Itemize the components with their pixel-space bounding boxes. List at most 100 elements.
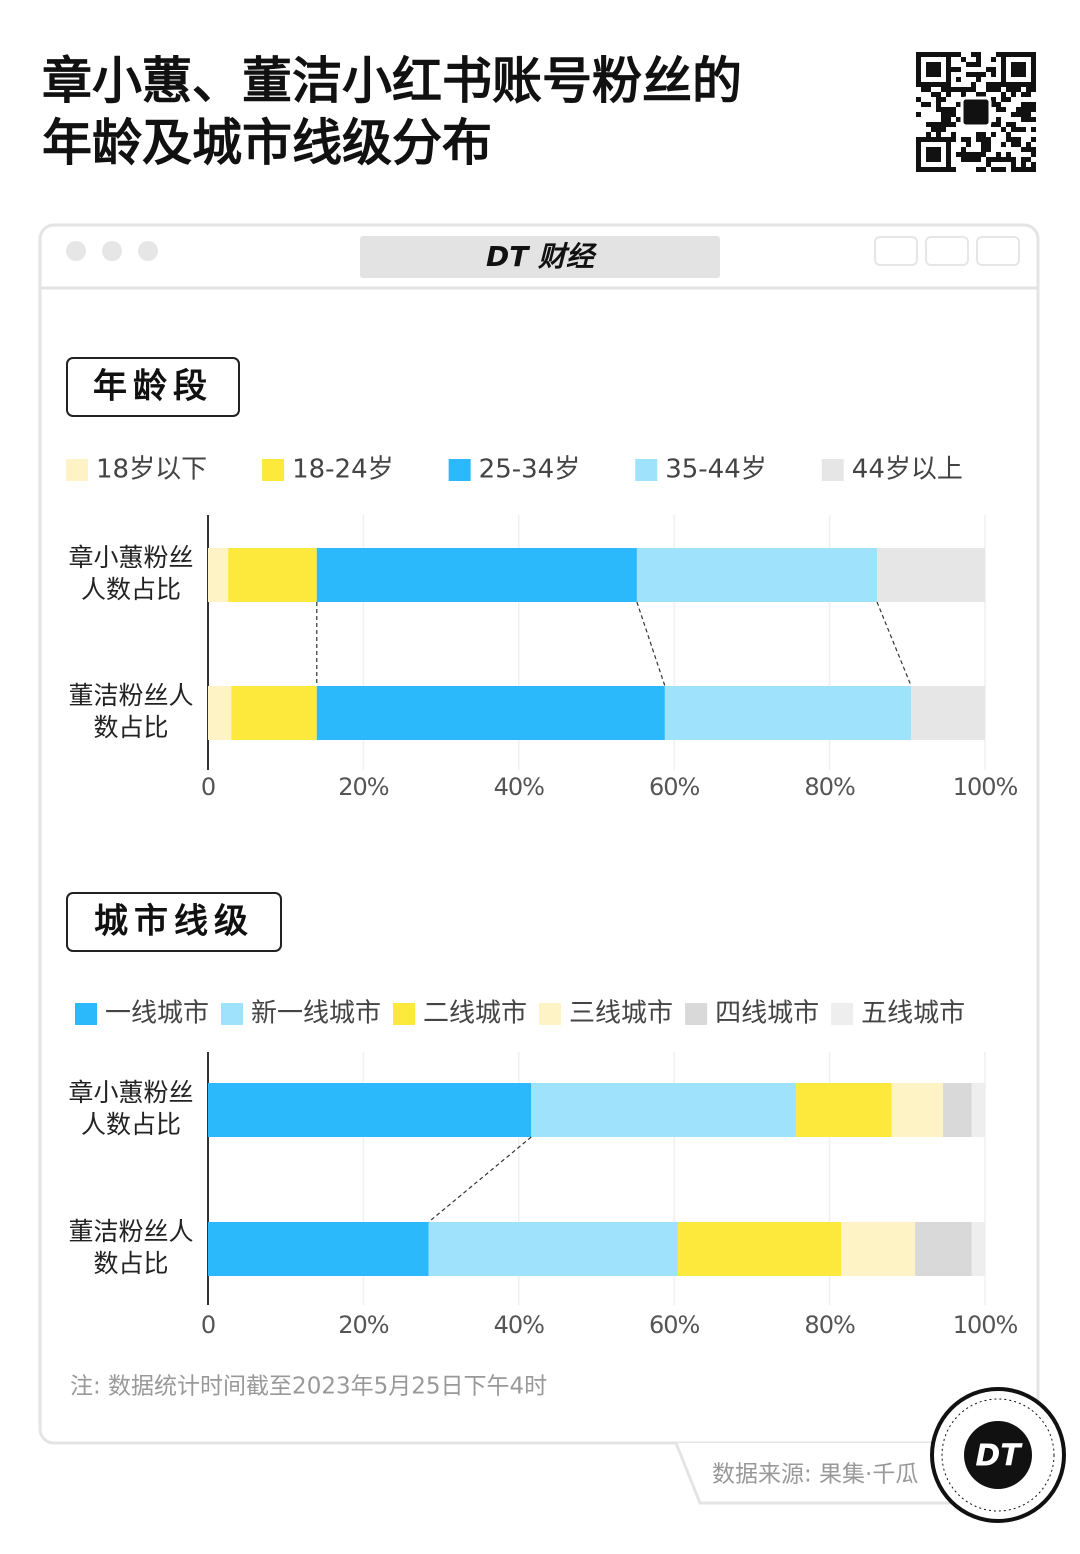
y-tick-label: 董洁粉丝人数占比 — [68, 1217, 193, 1278]
qr-finder — [926, 147, 941, 162]
legend-label: 五线城市 — [861, 999, 965, 1029]
qr-cell — [1021, 157, 1026, 162]
y-tick-line: 数占比 — [93, 1249, 168, 1278]
qr-cell — [1011, 87, 1016, 92]
qr-cell — [1031, 152, 1036, 157]
qr-cell — [996, 52, 1001, 57]
legend-swatch — [635, 459, 658, 481]
qr-cell — [1011, 112, 1016, 117]
qr-cell — [1006, 132, 1011, 137]
qr-cell — [1001, 97, 1006, 102]
qr-cell — [926, 122, 931, 127]
qr-cell — [1026, 112, 1031, 117]
qr-cell — [976, 137, 981, 142]
qr-cell — [961, 152, 966, 157]
y-tick-line: 董洁粉丝人 — [68, 1217, 193, 1246]
qr-finder — [916, 52, 951, 87]
legend-swatch — [75, 1003, 97, 1025]
qr-cell — [946, 112, 951, 117]
qr-cell — [941, 97, 946, 102]
bar-segment — [316, 548, 637, 602]
qr-cell — [976, 132, 981, 137]
qr-cell — [956, 152, 961, 157]
qr-cell — [951, 87, 956, 92]
window-button — [138, 241, 158, 261]
qr-cell — [1021, 92, 1026, 97]
qr-cell — [981, 147, 986, 152]
qr-cell — [986, 67, 991, 72]
qr-cell — [1006, 137, 1011, 142]
qr-cell — [1016, 167, 1021, 172]
x-tick-label: 60% — [649, 773, 700, 801]
bar-segment — [208, 548, 229, 602]
bar-segment — [208, 686, 232, 740]
y-tick-line: 人数占比 — [81, 1110, 181, 1139]
x-tick-label: 100% — [953, 773, 1018, 801]
qr-cell — [996, 87, 1001, 92]
qr-cell — [951, 67, 956, 72]
qr-cell — [996, 152, 1001, 157]
qr-cell — [996, 107, 1001, 112]
qr-cell — [976, 52, 981, 57]
qr-cell — [996, 157, 1001, 162]
qr-cell — [961, 147, 966, 152]
qr-cell — [941, 122, 946, 127]
qr-cell — [971, 62, 976, 67]
y-tick-label: 董洁粉丝人数占比 — [68, 681, 193, 742]
legend-label: 一线城市 — [105, 999, 209, 1029]
qr-cell — [976, 62, 981, 67]
qr-cell — [1021, 167, 1026, 172]
qr-cell — [996, 122, 1001, 127]
logo-ring — [941, 1398, 1055, 1512]
y-tick-label: 章小蕙粉丝人数占比 — [68, 543, 193, 604]
qr-cell — [966, 72, 971, 77]
qr-cell — [981, 167, 986, 172]
qr-cell — [951, 137, 956, 142]
qr-cell — [991, 157, 996, 162]
logo: DT — [975, 1439, 1023, 1474]
qr-cell — [951, 167, 956, 172]
legend-swatch — [831, 1003, 854, 1025]
qr-cell — [991, 167, 996, 172]
qr-cell — [1031, 107, 1036, 112]
qr-cell — [991, 102, 996, 107]
qr-cell — [966, 137, 971, 142]
qr-cell — [1011, 167, 1016, 172]
qr-cell — [951, 112, 956, 117]
qr-cell — [986, 157, 991, 162]
qr-cell — [1001, 127, 1006, 132]
connector — [876, 601, 912, 687]
qr-cell — [946, 87, 951, 92]
qr-cell — [946, 92, 951, 97]
qr-cell — [1016, 107, 1021, 112]
address-bar — [360, 236, 720, 278]
qr-cell — [976, 77, 981, 82]
qr-cell — [936, 107, 941, 112]
qr-cell — [946, 117, 951, 122]
qr-cell — [1021, 117, 1026, 122]
qr-cell — [1031, 162, 1036, 167]
qr-cell — [991, 67, 996, 72]
bar-segment — [841, 1222, 916, 1276]
qr-cell — [1006, 97, 1011, 102]
qr-cell — [971, 87, 976, 92]
bar-segment — [228, 548, 317, 602]
qr-cell — [986, 162, 991, 167]
y-tick-line: 董洁粉丝人 — [68, 681, 193, 710]
title: 章小蕙、董洁小红书账号粉丝的年龄及城市线级分布 — [42, 52, 742, 172]
qr-cell — [966, 152, 971, 157]
qr-logo — [960, 96, 992, 128]
qr-cell — [936, 102, 941, 107]
qr-cell — [921, 102, 926, 107]
x-tick-label: 20% — [338, 1311, 389, 1339]
qr-cell — [1006, 122, 1011, 127]
x-tick-label: 80% — [804, 1311, 855, 1339]
qr-cell — [996, 82, 1001, 87]
qr-cell — [1011, 162, 1016, 167]
qr-cell — [1011, 92, 1016, 97]
qr-cell — [956, 102, 961, 107]
qr-cell — [976, 157, 981, 162]
qr-cell — [1016, 127, 1021, 132]
qr-cell — [986, 82, 991, 87]
qr-cell — [936, 132, 941, 137]
